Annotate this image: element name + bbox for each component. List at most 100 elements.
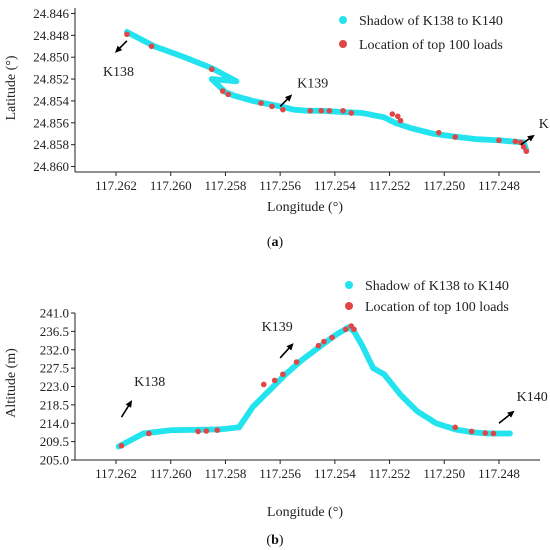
load-point [280, 106, 286, 113]
load-point [307, 107, 314, 114]
legend-marker-shadow [339, 16, 347, 24]
legend-marker-loads [339, 40, 347, 48]
load-point [318, 107, 324, 114]
x-tick-label: 117.256 [259, 178, 301, 193]
annotation-arrowhead [286, 343, 294, 351]
load-point [468, 428, 475, 435]
load-point [512, 138, 519, 145]
y-axis-label-a: Latitude (°) [4, 55, 19, 120]
x-tick-label: 117.254 [314, 178, 356, 193]
load-point [208, 66, 215, 73]
x-tick-label: 117.250 [423, 466, 465, 481]
x-axis-label-b: Longitude (°) [267, 505, 343, 520]
load-point [348, 110, 355, 116]
load-point [260, 381, 267, 388]
legend-label-shadow: Shadow of K138 to K140 [365, 279, 509, 294]
plot-area-a: 117.262 117.260 117.258 117.256 117.254 117.2… [33, 6, 550, 193]
annotation-arrowhead [284, 94, 293, 102]
load-point [397, 117, 404, 124]
y-tick-label: 223.0 [40, 379, 69, 394]
x-tick-label: 117.252 [369, 466, 411, 481]
load-point [490, 430, 497, 437]
x-tick-label: 117.258 [205, 466, 247, 481]
annotation-label: K140 [517, 390, 548, 405]
load-point [435, 129, 442, 136]
y-tick-label: 232.0 [40, 342, 69, 357]
x-tick-label: 117.256 [259, 466, 301, 481]
load-point [329, 334, 335, 341]
legend-label-loads: Location of top 100 loads [359, 38, 503, 53]
caption-b: (b) [266, 533, 283, 548]
load-point [219, 88, 226, 94]
y-tick-label: 24.860 [33, 159, 69, 174]
y-tick-label: 227.5 [40, 361, 69, 376]
legend-b: Shadow of K138 to K140 Location of top 1… [345, 279, 509, 315]
load-point [452, 134, 459, 140]
legend-marker-shadow [345, 281, 353, 289]
load-point [124, 31, 130, 38]
legend-a: Shadow of K138 to K140 Location of top 1… [339, 14, 503, 53]
load-point [482, 430, 489, 436]
annotation-arrowhead [114, 45, 123, 53]
chart-a: 117.262 117.260 117.258 117.256 117.254 117.2… [4, 6, 550, 250]
x-tick-label: 117.260 [150, 178, 192, 193]
legend-label-loads: Location of top 100 loads [365, 300, 509, 315]
annotation-label: K138 [134, 375, 165, 390]
annotation-arrowhead [527, 134, 535, 142]
load-point [148, 43, 155, 50]
load-point [258, 100, 264, 106]
x-tick-label: 117.258 [205, 178, 247, 193]
y-tick-label: 214.0 [40, 416, 69, 431]
x-tick-label: 117.248 [478, 466, 520, 481]
load-point [269, 103, 275, 110]
load-point [496, 137, 502, 144]
y-tick-label: 24.854 [33, 93, 69, 108]
x-axis-label-a: Longitude (°) [267, 200, 343, 215]
load-point [520, 144, 527, 150]
annotation-arrow [498, 413, 512, 424]
load-point [203, 428, 210, 434]
y-tick-label: 236.5 [40, 324, 69, 339]
x-tick-label: 117.254 [314, 466, 356, 481]
load-point [195, 428, 201, 435]
load-point [118, 442, 125, 449]
legend-label-shadow: Shadow of K138 to K140 [359, 14, 503, 29]
y-tick-label: 218.5 [40, 397, 69, 412]
load-point [225, 91, 231, 98]
load-point [293, 359, 300, 365]
x-tick-label: 117.248 [478, 178, 520, 193]
y-tick-label: 24.848 [33, 28, 69, 43]
annotation-arrowhead [125, 400, 133, 408]
x-tick-label: 117.262 [95, 466, 137, 481]
annotation-arrow [279, 346, 291, 359]
load-point [394, 113, 401, 120]
y-axis-label-b: Altitude (m) [4, 348, 19, 418]
y-tick-label: 24.852 [33, 72, 69, 87]
annotation-arrowhead [507, 410, 515, 418]
plot-area-b: 117.262 117.260 117.258 117.256 117.254 117.2… [40, 306, 548, 482]
x-tick-label: 117.262 [95, 178, 137, 193]
load-point [146, 430, 152, 437]
load-point [321, 338, 327, 345]
load-point [351, 326, 357, 333]
caption-a: (a) [267, 235, 284, 250]
annotation-label: K139 [262, 320, 293, 335]
x-tick-label: 117.250 [423, 178, 465, 193]
load-point [523, 148, 530, 155]
x-tick-label: 117.260 [150, 466, 192, 481]
y-tick-label: 205.0 [40, 453, 69, 468]
annotation-label: K138 [103, 65, 134, 80]
y-tick-label: 24.850 [33, 50, 69, 65]
load-point [340, 107, 346, 114]
x-tick-label: 117.252 [369, 178, 411, 193]
load-point [389, 111, 396, 117]
y-tick-label: 24.856 [33, 115, 69, 130]
y-tick-label: 24.846 [33, 6, 69, 21]
y-tick-label: 24.858 [33, 137, 69, 152]
load-point [280, 371, 286, 378]
legend-marker-loads [345, 302, 353, 310]
annotation-arrow [120, 403, 131, 418]
load-point [271, 377, 278, 384]
y-tick-label: 209.5 [40, 434, 69, 449]
